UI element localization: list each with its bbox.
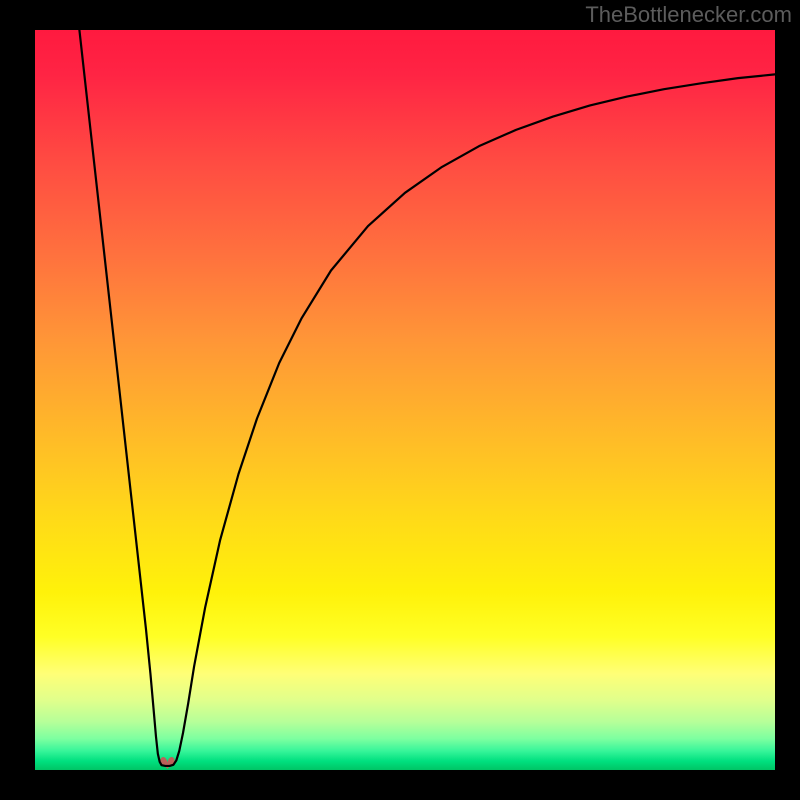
- plot-background: [35, 30, 775, 770]
- chart-svg: [0, 0, 800, 800]
